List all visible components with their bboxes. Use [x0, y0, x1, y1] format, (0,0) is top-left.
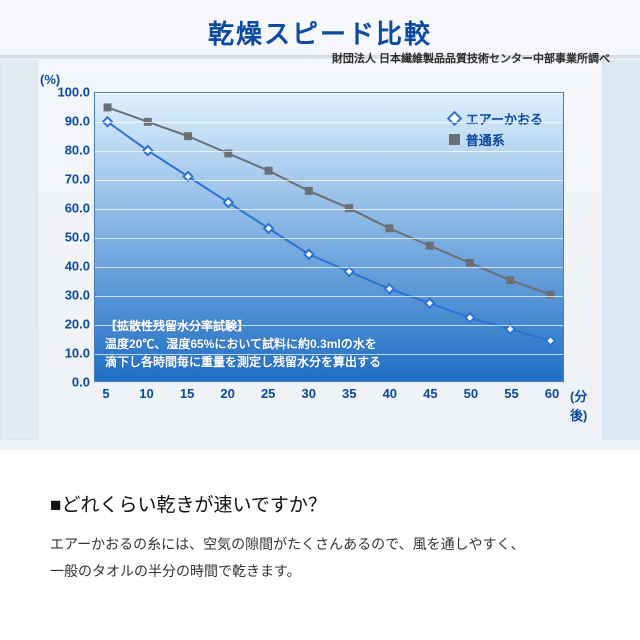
y-tick-label: 60.0: [40, 201, 90, 216]
square-icon: [449, 134, 460, 145]
y-tick-label: 100.0: [40, 85, 90, 100]
legend-label: 普通系: [466, 130, 505, 149]
body-line: エアーかおるの糸には、空気の隙間がたくさんあるので、風を通しやすく、: [50, 531, 600, 558]
y-tick-label: 70.0: [40, 172, 90, 187]
x-tick-label: 15: [180, 386, 194, 401]
towel-bg-left: [0, 60, 38, 440]
legend: エアーかおる 普通系: [443, 103, 549, 155]
x-tick-label: 10: [139, 386, 153, 401]
diamond-icon: [446, 111, 462, 127]
y-tick-label: 30.0: [40, 288, 90, 303]
description: ■どれくらい乾きが速いですか？ エアーかおるの糸には、空気の隙間がたくさんあるの…: [50, 490, 600, 584]
x-tick-label: 40: [383, 386, 397, 401]
towel-bg-right: [602, 60, 640, 440]
y-tick-label: 80.0: [40, 143, 90, 158]
x-tick-label: 55: [504, 386, 518, 401]
test-note-line: 滴下し各時間毎に重量を測定し残留水分を算出する: [105, 353, 381, 371]
legend-item-air: エアーかおる: [449, 109, 543, 128]
plot-area: エアーかおる 普通系 【拡散性残留水分率試験】 温度20℃、湿度65%において試…: [94, 92, 564, 382]
y-tick-label: 40.0: [40, 259, 90, 274]
x-tick-label: 45: [423, 386, 437, 401]
x-axis-unit: (分後): [570, 386, 600, 424]
x-tick-label: 60: [545, 386, 559, 401]
legend-item-normal: 普通系: [449, 130, 543, 149]
chart: (%) エアーかおる 普通系 【拡散性残留水分率試験】 温度20℃、湿度65%に…: [40, 72, 600, 422]
x-tick-label: 5: [102, 386, 109, 401]
y-tick-label: 0.0: [40, 375, 90, 390]
x-tick-label: 35: [342, 386, 356, 401]
x-tick-label: 30: [301, 386, 315, 401]
legend-label: エアーかおる: [466, 109, 543, 128]
chart-title: 乾燥スピード比較: [0, 14, 640, 51]
y-tick-label: 20.0: [40, 317, 90, 332]
test-note-line: 温度20℃、湿度65%において試料に約0.3mlの水を: [105, 335, 381, 353]
chart-panel: 乾燥スピード比較 財団法人 日本繊維製品品質技術センター中部事業所調べ (%) …: [0, 0, 640, 450]
y-tick-label: 90.0: [40, 114, 90, 129]
test-note-title: 【拡散性残留水分率試験】: [105, 317, 381, 335]
y-tick-label: 50.0: [40, 230, 90, 245]
body-line: 一般のタオルの半分の時間で乾きます。: [50, 558, 600, 585]
x-tick-label: 50: [464, 386, 478, 401]
y-tick-label: 10.0: [40, 346, 90, 361]
chart-subtitle: 財団法人 日本繊維製品品質技術センター中部事業所調べ: [332, 50, 610, 66]
question-heading: ■どれくらい乾きが速いですか？: [50, 490, 600, 517]
x-tick-label: 20: [220, 386, 234, 401]
x-tick-label: 25: [261, 386, 275, 401]
